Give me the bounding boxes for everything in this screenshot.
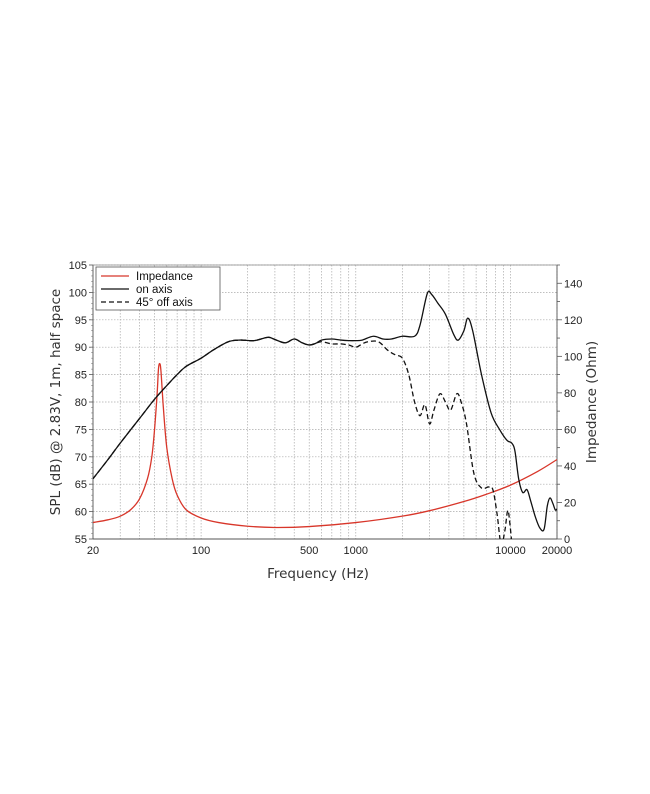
y-tick-label: 70 — [75, 452, 87, 464]
y-tick-label: 60 — [75, 507, 87, 519]
x-axis-label: Frequency (Hz) — [267, 566, 369, 582]
y-tick-label: 75 — [75, 424, 87, 436]
y2-tick-label: 80 — [564, 388, 576, 400]
x-tick-label: 10000 — [495, 545, 526, 557]
y-tick-label: 55 — [75, 534, 87, 546]
legend-label-on-axis: on axis — [136, 284, 173, 296]
x-tick-label: 100 — [192, 545, 210, 557]
y-tick-label: 65 — [75, 479, 87, 491]
y-tick-label: 100 — [69, 287, 87, 299]
y-axis-label: SPL (dB) @ 2.83V, 1m, half space — [48, 289, 64, 515]
series-layer — [93, 290, 557, 539]
y-tick-label: 85 — [75, 370, 87, 382]
y-tick-label: 105 — [69, 260, 87, 272]
series-line-45-off-axis — [93, 336, 513, 539]
x-tick-label: 20 — [87, 545, 99, 557]
y2-tick-label: 120 — [564, 315, 582, 327]
series-line-on-axis — [93, 290, 557, 532]
x-tick-label: 500 — [300, 545, 318, 557]
y-tick-label: 95 — [75, 315, 87, 327]
y2-tick-label: 60 — [564, 424, 576, 436]
axes: 55 60 65 70 75 80 85 90 95 100 105 0 20 40 60 80 100 120 1… — [69, 260, 583, 557]
y2-tick-label: 0 — [564, 534, 570, 546]
series-line-impedance — [93, 362, 557, 529]
y-tick-label: 90 — [75, 342, 87, 354]
legend-label-off-axis: 45° off axis — [136, 297, 193, 309]
x-tick-label: 20000 — [542, 545, 573, 557]
y-tick-label: 80 — [75, 397, 87, 409]
y2-tick-label: 140 — [564, 278, 582, 290]
y2-tick-label: 100 — [564, 351, 582, 363]
legend: Impedance on axis 45° off axis — [95, 266, 221, 311]
x-tick-label: 1000 — [344, 545, 368, 557]
y2-axis-label: Impedance (Ohm) — [584, 341, 600, 463]
legend-label-impedance: Impedance — [136, 271, 193, 283]
y2-tick-label: 20 — [564, 497, 576, 509]
y2-tick-label: 40 — [564, 461, 576, 473]
